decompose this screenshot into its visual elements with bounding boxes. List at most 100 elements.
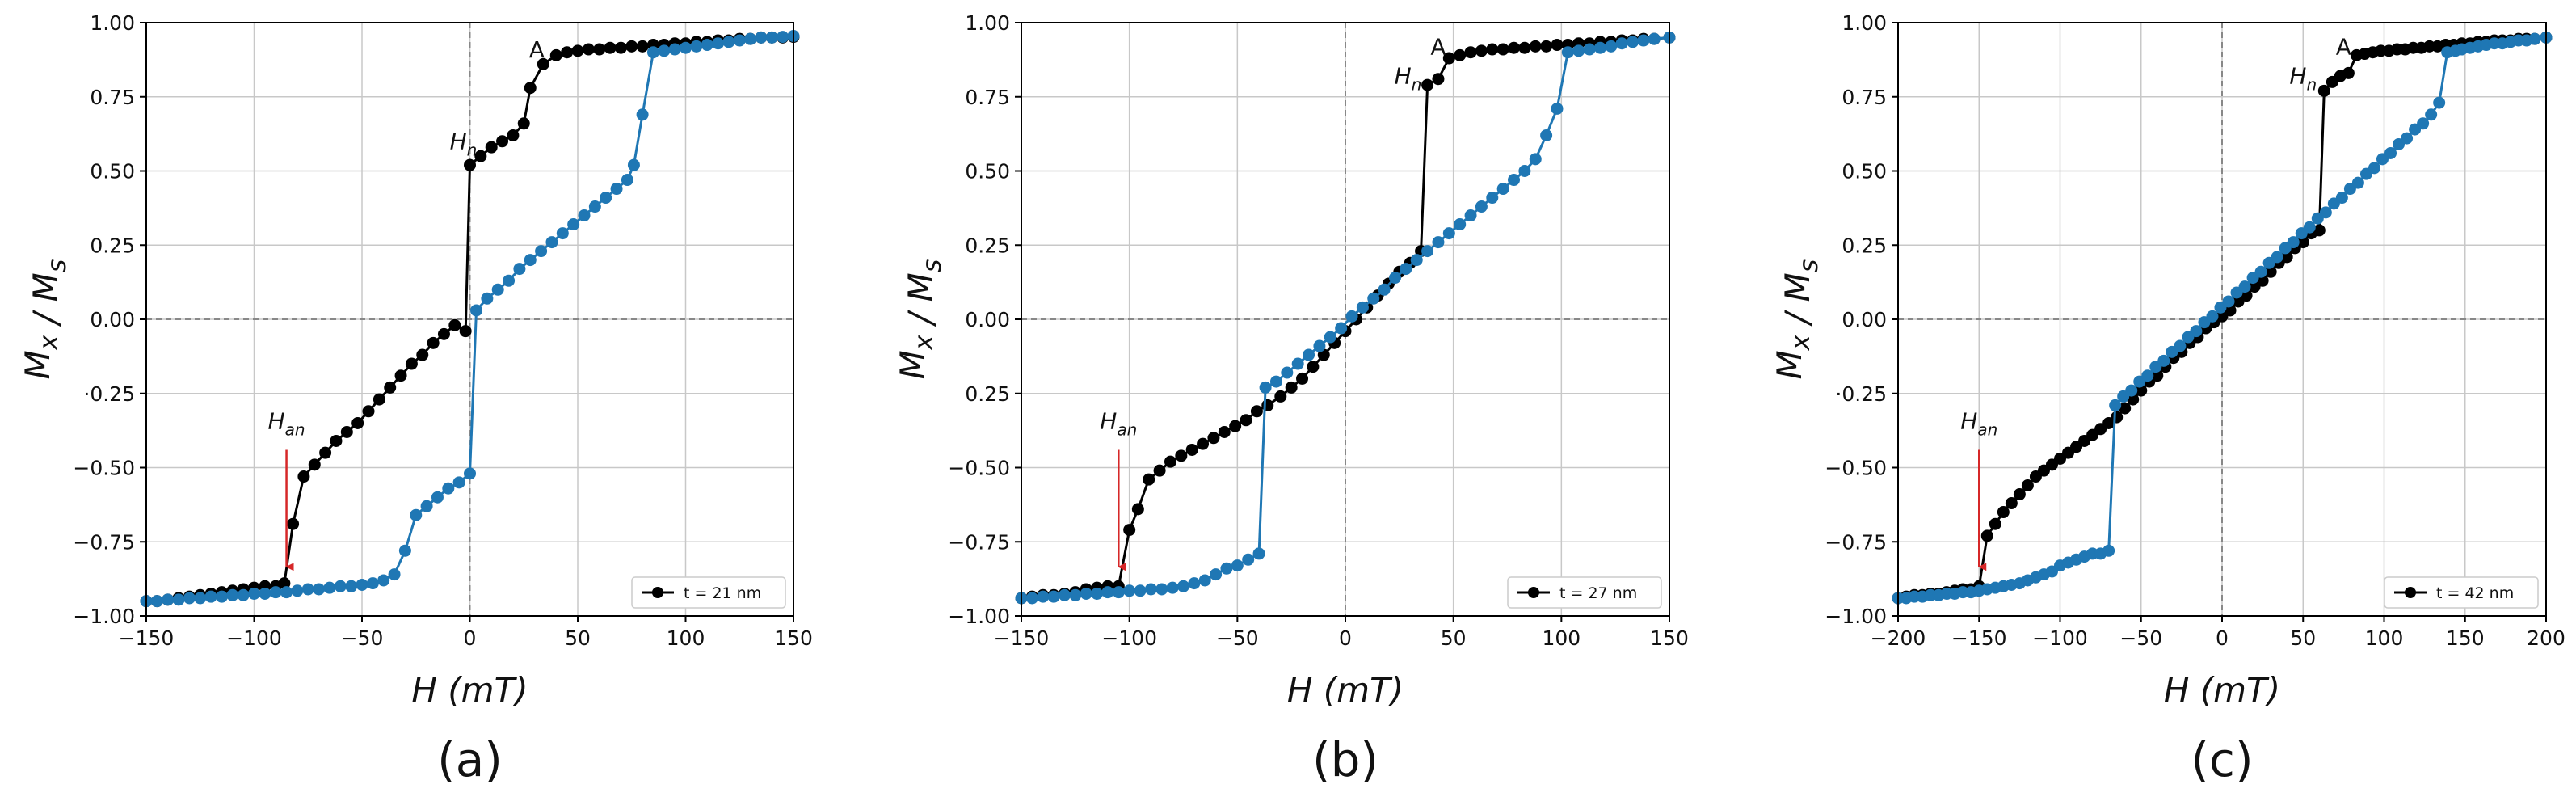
data-point-black xyxy=(308,458,321,471)
annotation-han: Han xyxy=(1960,407,1997,439)
data-point-black xyxy=(1421,78,1434,91)
x-axis-label: H (mT) xyxy=(411,670,528,710)
y-tick-label: 0.75 xyxy=(90,86,135,109)
data-point-blue xyxy=(491,283,504,296)
data-point-black xyxy=(1529,40,1542,53)
data-point-blue xyxy=(2190,325,2203,338)
data-point-black xyxy=(636,40,649,53)
data-point-black xyxy=(1207,432,1220,445)
data-point-blue xyxy=(269,586,282,599)
data-point-blue xyxy=(545,236,558,249)
x-tick-label: −200 xyxy=(1871,626,1926,650)
data-point-blue xyxy=(1123,584,1136,597)
data-point-blue xyxy=(1166,581,1179,594)
y-tick-label: 0.50 xyxy=(965,160,1010,183)
data-point-black xyxy=(287,517,300,530)
y-tick-label: ·0.25 xyxy=(1835,382,1887,406)
data-point-blue xyxy=(1648,32,1661,45)
data-point-blue xyxy=(1475,200,1488,213)
y-tick-label: 0.25 xyxy=(1842,234,1887,257)
data-point-blue xyxy=(2206,310,2219,323)
data-point-black xyxy=(571,44,584,57)
panel-1: −150 −100 −50 0 50 100 150 1.00 0.75 0.50 0.25 0.00… xyxy=(18,11,813,787)
data-point-blue xyxy=(2125,384,2138,397)
data-point-blue xyxy=(1561,46,1574,59)
data-point-black xyxy=(1540,40,1553,53)
data-point-blue xyxy=(1242,553,1255,566)
y-tick-label: 0.00 xyxy=(1842,308,1887,331)
x-tick-label: −100 xyxy=(2032,626,2088,650)
data-point-black xyxy=(448,318,461,331)
data-point-blue xyxy=(668,43,681,56)
data-point-black xyxy=(485,141,498,154)
panel-3: −200 −150 −100 −50 0 50 100 150 200 1.00 0.75 0.50 0… xyxy=(1770,11,2565,787)
data-point-blue xyxy=(1421,245,1434,258)
y-tick-label: 0.25 xyxy=(965,382,1010,406)
y-tick-label: 0.50 xyxy=(90,160,135,183)
data-point-black xyxy=(2013,488,2026,501)
legend-box xyxy=(2384,576,2539,609)
y-tick-label: −1.00 xyxy=(1825,605,1887,628)
x-tick-label: −150 xyxy=(1951,626,2007,650)
data-point-blue xyxy=(291,584,304,597)
data-point-blue xyxy=(1252,547,1265,560)
data-point-blue xyxy=(588,200,601,213)
data-point-black xyxy=(1997,506,2010,519)
data-point-blue xyxy=(1198,574,1211,587)
data-point-blue xyxy=(636,108,649,121)
y-tick-label: −1.00 xyxy=(948,605,1010,628)
data-point-black xyxy=(437,327,450,340)
data-point-blue xyxy=(1069,588,1082,601)
data-point-black xyxy=(427,336,440,349)
data-point-blue xyxy=(712,37,725,50)
data-point-blue xyxy=(503,274,516,287)
data-point-black xyxy=(2342,66,2355,79)
data-point-blue xyxy=(150,595,163,608)
data-point-blue xyxy=(2222,295,2235,308)
data-point-black xyxy=(1274,390,1287,403)
legend-box xyxy=(1507,576,1662,609)
x-tick-label: −150 xyxy=(994,626,1050,650)
data-point-black xyxy=(340,425,353,438)
data-point-blue xyxy=(535,245,548,258)
data-point-black xyxy=(1432,73,1445,86)
data-point-black xyxy=(524,82,537,95)
data-point-blue xyxy=(2271,251,2283,264)
data-point-blue xyxy=(313,583,326,596)
data-point-black xyxy=(1296,372,1309,385)
data-point-black xyxy=(1285,381,1298,394)
data-point-blue xyxy=(627,158,640,171)
legend-marker xyxy=(2405,587,2416,598)
data-point-blue xyxy=(237,588,250,601)
data-point-black xyxy=(1164,455,1176,468)
data-point-blue xyxy=(2174,339,2187,352)
x-tick-label: −50 xyxy=(341,626,384,650)
data-point-blue xyxy=(1101,586,1114,599)
annotation-hn: Hn xyxy=(1395,63,1422,95)
annotation-hn: Hn xyxy=(450,128,478,159)
annotation-han: Han xyxy=(268,407,305,439)
y-tick-label: 0.00 xyxy=(90,308,135,331)
data-point-black xyxy=(2005,497,2018,510)
data-point-blue xyxy=(2157,354,2170,367)
y-axis-label: Mx / Ms xyxy=(1770,259,1824,380)
data-point-blue xyxy=(2433,96,2446,109)
data-point-blue xyxy=(452,476,465,489)
y-tick-label: −0.50 xyxy=(1825,457,1887,480)
data-point-blue xyxy=(420,500,433,512)
data-point-blue xyxy=(1259,381,1272,394)
data-point-black xyxy=(362,405,375,418)
data-point-blue xyxy=(1037,590,1050,603)
data-point-blue xyxy=(1324,331,1336,344)
data-point-blue xyxy=(1144,583,1157,596)
data-point-black xyxy=(330,434,343,447)
data-point-blue xyxy=(2425,108,2438,121)
annotation-a: A xyxy=(1430,33,1446,60)
data-point-black xyxy=(1153,464,1166,477)
data-point-blue xyxy=(1058,588,1071,601)
data-point-blue xyxy=(690,40,703,53)
data-point-blue xyxy=(556,227,569,240)
annotation-a: A xyxy=(529,36,545,63)
data-point-blue xyxy=(1400,263,1412,276)
